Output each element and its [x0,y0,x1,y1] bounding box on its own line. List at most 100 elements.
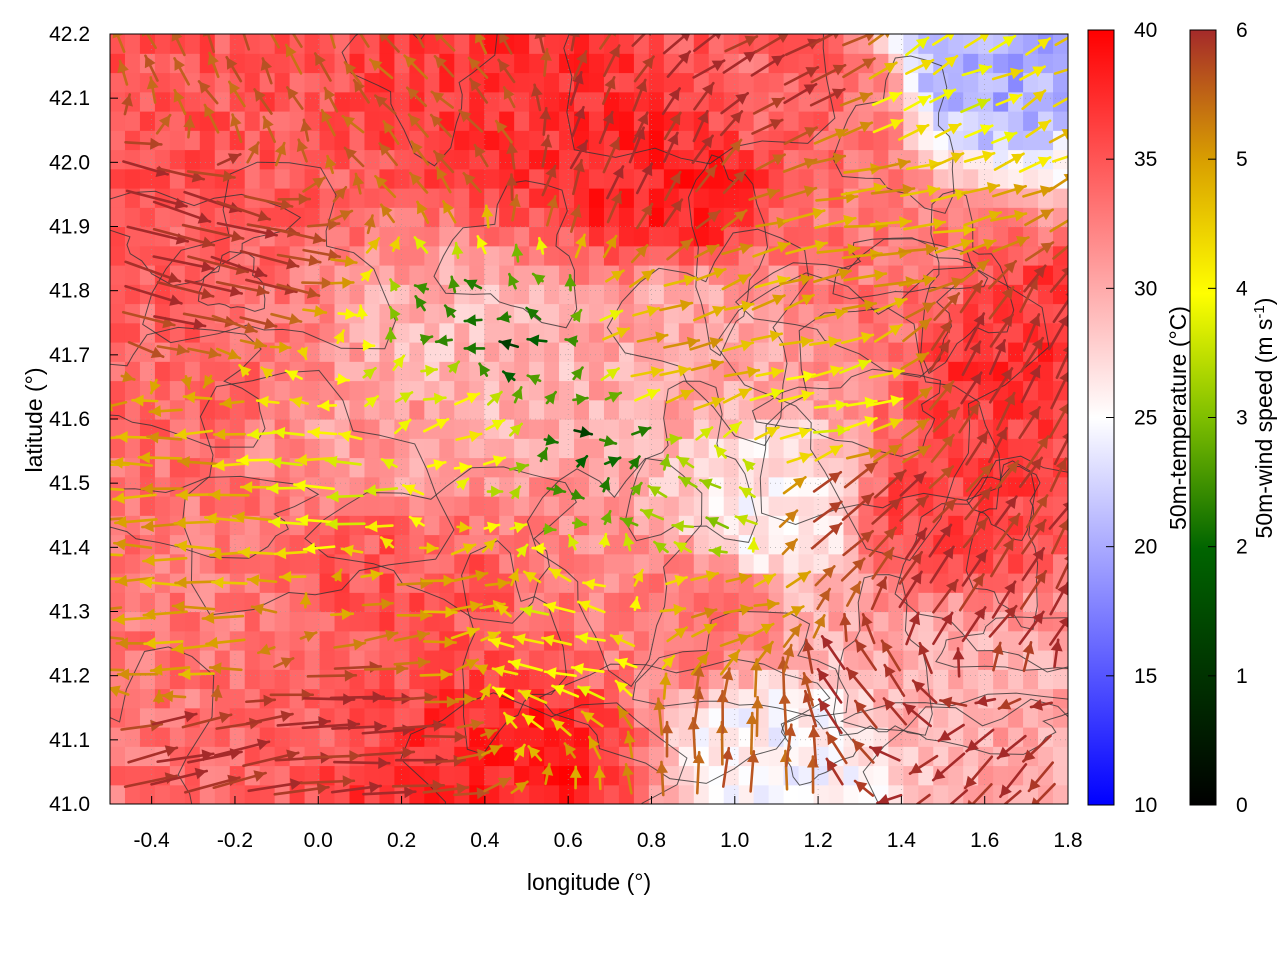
wind-arrow [902,702,932,728]
wind-arrow [918,641,933,675]
wind-arrow [960,371,983,405]
temperature-cell [813,342,830,362]
temperature-cell [723,188,740,208]
temperature-cell [903,727,919,747]
temperature-cell [933,399,949,420]
temperature-cell [768,707,785,728]
temperature-cell [933,111,949,131]
wind-arrow [575,632,606,645]
temperature-cell [1008,72,1024,93]
temperature-cell [544,457,560,478]
temperature-cell [349,380,366,401]
temperature-cell [394,265,410,285]
temperature-cell [768,630,785,651]
temperature-cell [888,342,904,362]
temperature-cell [1053,746,1068,767]
temperature-cell [424,476,440,497]
temperature-cell [978,784,994,804]
temperature-cell [110,476,126,497]
wind-arrow [394,418,412,435]
wind-arrow [421,730,468,743]
y-tick-label: 42.0 [49,151,90,174]
temperature-cell [768,669,785,690]
x-tick-label: -0.4 [134,829,171,852]
temperature-cell [154,53,171,74]
wind-arrow [825,757,844,786]
temperature-cell [469,534,485,555]
wind-arrow [422,636,457,649]
temperature-cell [1038,399,1054,420]
temperature-cell [169,669,186,690]
wind-arrow [443,304,457,318]
temperature-cell [289,168,306,189]
temperature-cell [454,399,470,420]
temperature-cell [783,553,800,574]
wind-arrow [479,683,492,701]
wind-arrow [808,152,847,166]
temperature-cell [124,457,141,478]
temperature-cb-tick-label: 30 [1134,277,1157,300]
temperature-cell [244,650,261,670]
temperature-cell [544,226,560,247]
wind-arrow [413,236,429,254]
temperature-cell [738,553,755,574]
temperature-cell [1008,669,1024,690]
wind-arrow [808,724,821,767]
wind-arrow [779,749,792,791]
temperature-cell [618,573,635,593]
temperature-cell [813,168,830,189]
wind-arrow [782,475,807,495]
temperature-cell [948,592,964,613]
temperature-cell [633,515,650,536]
temperature-cell [424,496,440,516]
wind-arrow [343,61,362,85]
wind-arrow [205,636,246,649]
wind-arrow [260,57,273,85]
wind-arrow [963,210,1003,227]
temperature-cell [454,322,470,343]
temperature-cell [678,707,695,728]
wind-arrow [509,521,528,534]
temperature-cell [364,438,381,459]
temperature-cell [334,91,351,112]
temperature-cell [154,245,171,266]
temperature-cell [873,130,889,151]
temperature-cell [544,149,560,170]
temperature-cell [933,419,949,439]
wind-arrow [450,543,477,556]
temperature-cell [903,515,919,536]
temperature-cell [169,149,186,170]
temperature-cell [903,457,919,478]
temperature-cell [529,149,545,170]
wind-cb-tick-label: 5 [1236,148,1248,171]
temperature-cell [409,265,425,285]
temperature-cell [918,534,934,555]
temperature-cell [574,765,590,786]
temperature-cell [154,553,171,574]
temperature-cell [169,380,186,401]
temperature-cell [918,72,934,93]
temperature-cell [484,53,500,74]
temperature-cell [843,515,860,536]
temperature-cb-tick-label: 15 [1134,665,1157,688]
temperature-cell [110,130,126,151]
temperature-cell [349,765,366,786]
wind-arrow [814,214,857,230]
temperature-cell [618,188,635,208]
temperature-cell [379,419,396,439]
temperature-cell [798,784,815,804]
temperature-cell [618,149,635,170]
temperature-cell [603,592,620,613]
temperature-cell [304,707,321,728]
temperature-cell [454,707,470,728]
temperature-cell [409,553,425,574]
wind-arrow [511,386,523,404]
temperature-cell [229,91,246,112]
temperature-cell [409,746,425,767]
temperature-cell [798,765,815,786]
temperature-cell [978,650,994,670]
temperature-cell [199,457,216,478]
temperature-cell [783,188,800,208]
wind-arrow [965,463,994,493]
temperature-cell [110,746,126,767]
